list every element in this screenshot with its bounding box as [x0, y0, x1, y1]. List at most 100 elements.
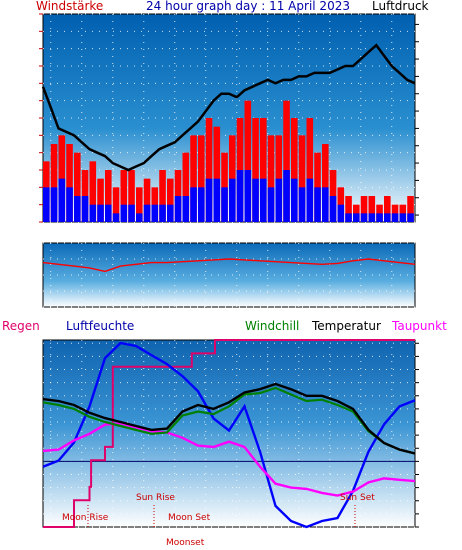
sun-rise-label: Sun Rise: [136, 493, 175, 503]
wind-bar: [205, 118, 213, 222]
moon-rise-label: Moon Rise: [62, 513, 109, 523]
wind-bar: [89, 204, 97, 222]
wind-bar: [182, 152, 190, 222]
wind-bar: [167, 178, 174, 222]
wind-bar: [136, 213, 143, 222]
wind-direction-series: [42, 258, 416, 273]
wind-bar: [58, 135, 66, 222]
wind-bar: [74, 152, 81, 222]
wind-bar: [236, 170, 244, 222]
wind-bar: [360, 213, 368, 222]
wind-bar: [275, 178, 283, 222]
wind-bar: [322, 187, 329, 222]
wind-bar: [407, 213, 414, 222]
wind-bar: [143, 204, 151, 222]
wind-bar: [198, 187, 205, 222]
wind-bar: [283, 170, 290, 222]
wind-bar: [306, 118, 314, 222]
wind-bar: [399, 213, 407, 222]
moonset-label: Moonset: [166, 538, 205, 548]
wind-bar: [136, 187, 143, 222]
wind-bar: [291, 178, 298, 222]
rain-line: [43, 339, 415, 528]
wind-bar: [291, 118, 298, 222]
wind-bar: [112, 213, 120, 222]
rain-label: Regen: [2, 319, 40, 333]
wind-bar: [298, 187, 306, 222]
wind-bar: [306, 178, 314, 222]
humidity-label: Luftfeuchte: [66, 319, 134, 333]
pressure-series: [41, 43, 416, 172]
wind-bar: [128, 204, 135, 222]
wind-bar: [368, 213, 376, 222]
wind-bar: [81, 196, 89, 222]
wind-bar: [97, 204, 104, 222]
wind-bar: [105, 170, 112, 222]
wind-bar: [97, 178, 104, 222]
pressure-axis: [415, 23, 419, 216]
wind-bar: [120, 204, 128, 222]
wind-direction-line: [42, 258, 416, 273]
wind-direction-plot-area: [42, 242, 416, 308]
wind-bar: [314, 187, 321, 222]
wind-bar: [74, 196, 81, 222]
wind-speed-axis: [39, 13, 43, 223]
wind-bar: [337, 187, 345, 222]
right-axis-title: Luftdruck: [372, 0, 429, 13]
wind-bar: [353, 213, 360, 222]
wind-bar: [159, 204, 166, 222]
wind-bar: [151, 187, 159, 222]
wind-bar: [345, 213, 352, 222]
wind-bar: [105, 204, 112, 222]
wind-bar: [50, 144, 58, 222]
wind-bar: [298, 135, 306, 222]
temperature-label: Temperatur: [311, 319, 381, 333]
climate-plot-area: [42, 339, 416, 528]
wind-bar: [128, 170, 135, 222]
wind-bar: [159, 170, 166, 222]
wind-bar: [205, 178, 213, 222]
chart-title: 24 hour graph day : 11 April 2023: [146, 0, 350, 13]
wind-bar: [275, 135, 283, 222]
wind-bar: [384, 213, 391, 222]
wind-bar: [252, 178, 259, 222]
wind-bars: [43, 100, 414, 222]
windchill-label: Windchill: [245, 319, 299, 333]
wind-bar: [190, 135, 197, 222]
wind-bar: [337, 204, 345, 222]
climate-series: [42, 339, 416, 529]
wind-bar: [43, 187, 50, 222]
wind-bar: [58, 178, 66, 222]
wind-bar: [267, 135, 275, 222]
temperature-line: [42, 382, 416, 455]
dewpoint-line: [42, 422, 416, 497]
wind-bar: [244, 100, 252, 222]
wind-bar: [167, 204, 174, 222]
wind-bar: [66, 144, 73, 222]
wind-bar: [391, 213, 399, 222]
wind-bar: [329, 196, 337, 222]
wind-bar: [50, 187, 58, 222]
wind-bar: [260, 118, 267, 222]
wind-bar: [182, 196, 190, 222]
climate-grid: [43, 340, 415, 528]
wind-bar: [174, 196, 182, 222]
wind-bar: [198, 135, 205, 222]
wind-bar: [112, 187, 120, 222]
wind-bar: [190, 187, 197, 222]
wind-bar: [151, 204, 159, 222]
wind-bar: [213, 178, 221, 222]
wind-bar: [89, 161, 97, 222]
wind-bar: [229, 135, 236, 222]
pressure-line: [41, 43, 416, 172]
wind-bar: [376, 213, 383, 222]
windchill-line: [42, 386, 416, 455]
wind-bar: [267, 187, 275, 222]
wind-bar: [143, 178, 151, 222]
wind-bar: [252, 118, 259, 222]
wind-bar: [345, 196, 352, 222]
wind-bar: [229, 178, 236, 222]
wind-bar: [120, 170, 128, 222]
wind-bar: [368, 196, 376, 222]
